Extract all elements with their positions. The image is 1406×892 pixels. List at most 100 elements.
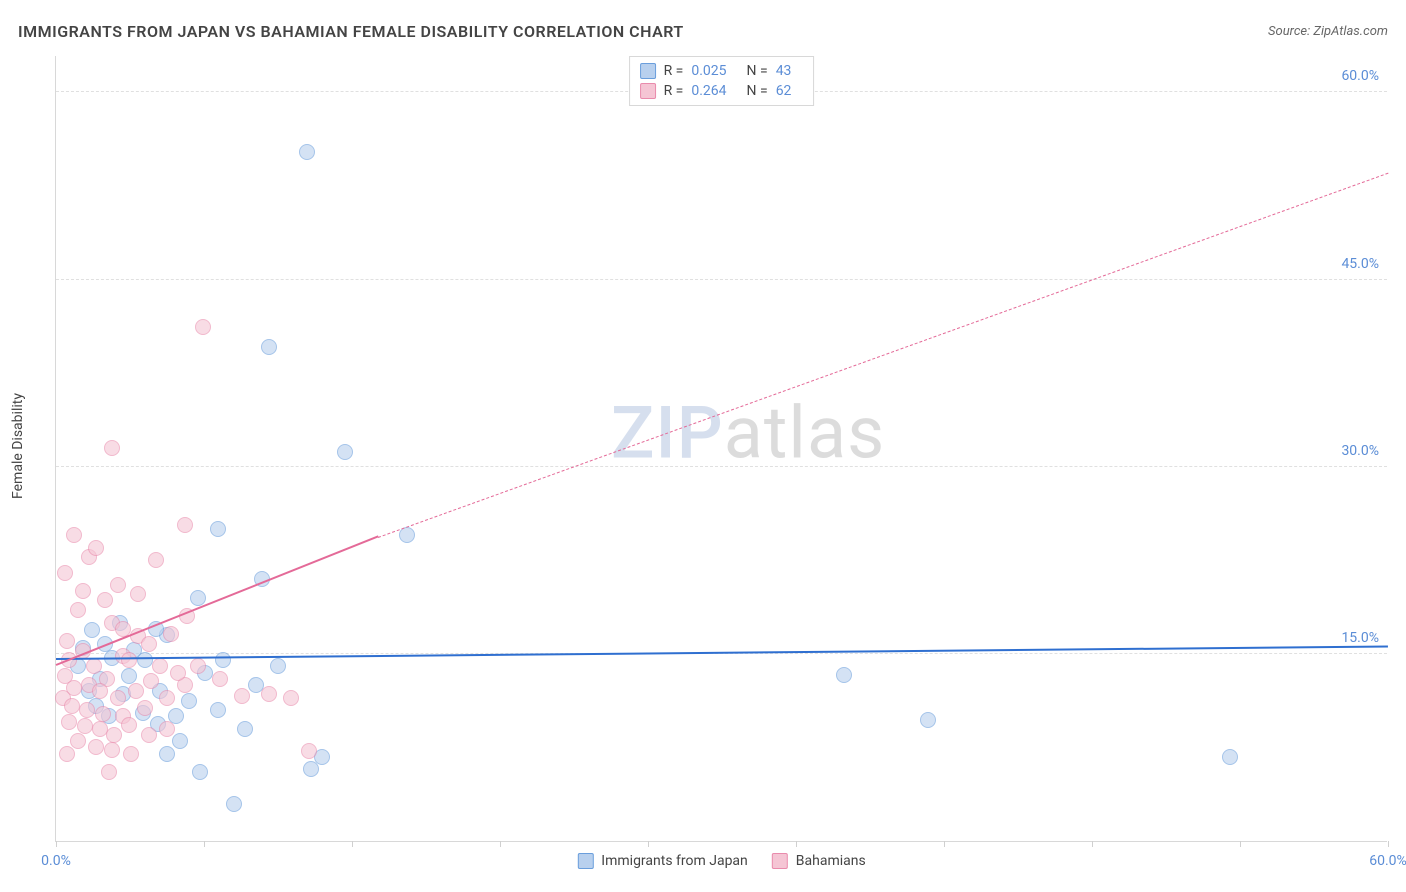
scatter-point-japan bbox=[1222, 749, 1238, 765]
scatter-point-japan bbox=[237, 721, 253, 737]
scatter-point-bahamians bbox=[148, 552, 164, 568]
x-tick bbox=[352, 841, 353, 847]
legend-label-japan: Immigrants from Japan bbox=[601, 853, 747, 869]
scatter-point-bahamians bbox=[95, 706, 111, 722]
scatter-point-bahamians bbox=[141, 727, 157, 743]
scatter-point-bahamians bbox=[159, 690, 175, 706]
scatter-point-japan bbox=[192, 764, 208, 780]
stat-n-value-japan: 43 bbox=[776, 63, 792, 79]
scatter-point-bahamians bbox=[61, 714, 77, 730]
scatter-point-japan bbox=[181, 693, 197, 709]
scatter-point-bahamians bbox=[143, 673, 159, 689]
scatter-point-japan bbox=[261, 339, 277, 355]
stat-n-label: N = bbox=[747, 63, 768, 79]
scatter-point-bahamians bbox=[88, 739, 104, 755]
scatter-point-bahamians bbox=[152, 658, 168, 674]
stat-r-label: R = bbox=[664, 63, 684, 79]
legend-label-bahamians: Bahamians bbox=[796, 853, 866, 869]
legend-stats-row-bahamians: R = 0.264 N = 62 bbox=[640, 81, 804, 101]
source-credit: Source: ZipAtlas.com bbox=[1268, 24, 1388, 39]
x-tick bbox=[1388, 841, 1389, 847]
x-tick bbox=[500, 841, 501, 847]
gridline-h bbox=[56, 279, 1387, 280]
x-tick bbox=[648, 841, 649, 847]
scatter-point-japan bbox=[172, 733, 188, 749]
scatter-point-japan bbox=[270, 658, 286, 674]
scatter-point-bahamians bbox=[97, 592, 113, 608]
scatter-point-bahamians bbox=[92, 683, 108, 699]
legend-item-bahamians: Bahamians bbox=[772, 853, 866, 869]
scatter-point-bahamians bbox=[234, 688, 250, 704]
scatter-point-bahamians bbox=[88, 540, 104, 556]
scatter-point-bahamians bbox=[59, 746, 75, 762]
scatter-point-japan bbox=[210, 521, 226, 537]
scatter-point-bahamians bbox=[283, 690, 299, 706]
title-bar: IMMIGRANTS FROM JAPAN VS BAHAMIAN FEMALE… bbox=[18, 22, 1388, 41]
scatter-point-bahamians bbox=[70, 733, 86, 749]
scatter-point-bahamians bbox=[86, 658, 102, 674]
scatter-point-japan bbox=[299, 144, 315, 160]
scatter-point-japan bbox=[215, 652, 231, 668]
scatter-point-bahamians bbox=[104, 742, 120, 758]
scatter-point-bahamians bbox=[128, 683, 144, 699]
gridline-h bbox=[56, 466, 1387, 467]
swatch-japan bbox=[577, 853, 593, 869]
scatter-point-bahamians bbox=[190, 658, 206, 674]
scatter-point-japan bbox=[84, 622, 100, 638]
y-tick-label: 60.0% bbox=[1341, 68, 1379, 84]
y-axis-label: Female Disability bbox=[10, 393, 26, 499]
chart-title: IMMIGRANTS FROM JAPAN VS BAHAMIAN FEMALE… bbox=[18, 22, 684, 41]
scatter-point-bahamians bbox=[141, 636, 157, 652]
scatter-point-bahamians bbox=[110, 577, 126, 593]
legend-stats-box: R = 0.025 N = 43 R = 0.264 N = 62 bbox=[629, 56, 815, 106]
swatch-bahamians bbox=[640, 83, 656, 99]
x-tick bbox=[204, 841, 205, 847]
x-tick-label: 60.0% bbox=[1369, 853, 1406, 869]
scatter-point-bahamians bbox=[177, 517, 193, 533]
scatter-point-bahamians bbox=[57, 565, 73, 581]
y-tick-label: 45.0% bbox=[1341, 256, 1379, 272]
scatter-point-bahamians bbox=[137, 700, 153, 716]
legend-item-japan: Immigrants from Japan bbox=[577, 853, 747, 869]
swatch-bahamians bbox=[772, 853, 788, 869]
scatter-point-bahamians bbox=[195, 319, 211, 335]
swatch-japan bbox=[640, 63, 656, 79]
x-tick bbox=[1240, 841, 1241, 847]
scatter-point-bahamians bbox=[130, 586, 146, 602]
scatter-point-bahamians bbox=[121, 717, 137, 733]
scatter-point-bahamians bbox=[163, 626, 179, 642]
scatter-point-japan bbox=[121, 668, 137, 684]
scatter-point-bahamians bbox=[104, 440, 120, 456]
scatter-point-bahamians bbox=[261, 686, 277, 702]
scatter-point-bahamians bbox=[159, 721, 175, 737]
stat-n-label: N = bbox=[747, 83, 768, 99]
scatter-point-bahamians bbox=[123, 746, 139, 762]
scatter-point-japan bbox=[920, 712, 936, 728]
scatter-point-bahamians bbox=[70, 602, 86, 618]
scatter-point-japan bbox=[210, 702, 226, 718]
scatter-point-bahamians bbox=[59, 633, 75, 649]
x-tick bbox=[1092, 841, 1093, 847]
scatter-point-bahamians bbox=[106, 727, 122, 743]
scatter-point-bahamians bbox=[75, 583, 91, 599]
legend-series-box: Immigrants from Japan Bahamians bbox=[577, 853, 865, 869]
scatter-point-japan bbox=[226, 796, 242, 812]
scatter-point-bahamians bbox=[77, 718, 93, 734]
x-tick-label: 0.0% bbox=[41, 853, 71, 869]
scatter-point-bahamians bbox=[212, 671, 228, 687]
stat-r-label: R = bbox=[664, 83, 684, 99]
legend-stats-row-japan: R = 0.025 N = 43 bbox=[640, 61, 804, 81]
scatter-point-bahamians bbox=[66, 527, 82, 543]
scatter-point-japan bbox=[159, 746, 175, 762]
x-tick bbox=[56, 841, 57, 847]
y-tick-label: 15.0% bbox=[1341, 630, 1379, 646]
scatter-point-bahamians bbox=[170, 665, 186, 681]
scatter-point-japan bbox=[836, 667, 852, 683]
stat-r-value-bahamians: 0.264 bbox=[691, 83, 726, 99]
scatter-point-bahamians bbox=[110, 690, 126, 706]
scatter-point-japan bbox=[337, 444, 353, 460]
scatter-point-japan bbox=[399, 527, 415, 543]
trendline bbox=[378, 173, 1388, 538]
x-tick bbox=[944, 841, 945, 847]
y-tick-label: 30.0% bbox=[1341, 443, 1379, 459]
